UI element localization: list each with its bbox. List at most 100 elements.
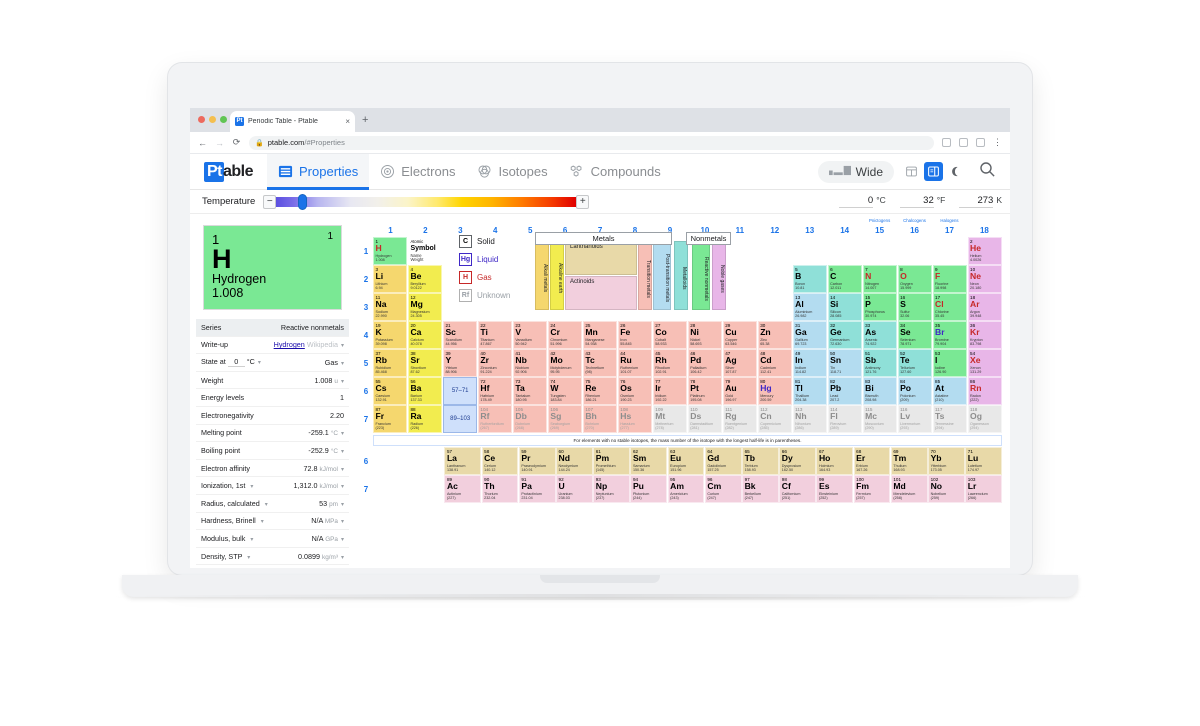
- element-cell-Au[interactable]: 79 Au Gold 196.97: [722, 377, 758, 405]
- element-cell-Cl[interactable]: 17 Cl Chlorine 35.45: [932, 293, 968, 321]
- element-cell-Pt[interactable]: 78 Pt Platinum 195.08: [687, 377, 723, 405]
- temperature-slider-thumb[interactable]: [298, 193, 308, 210]
- element-cell-Rg[interactable]: 111 Rg Roentgenium (282): [722, 405, 758, 433]
- tab-electrons[interactable]: Electrons: [369, 154, 466, 190]
- period-number-7[interactable]: 7: [363, 414, 369, 424]
- group-number-12[interactable]: 12: [770, 226, 780, 235]
- element-cell-Cf[interactable]: 98 Cf Californium (251): [779, 475, 816, 503]
- element-cell-Ge[interactable]: 32 Ge Germanium 72.630: [827, 321, 863, 349]
- element-cell-P[interactable]: 15 P Phosphorus 30.974: [862, 293, 898, 321]
- element-cell-Og[interactable]: 118 Og Oganesson (294): [967, 405, 1002, 433]
- element-cell-Pb[interactable]: 82 Pb Lead 207.2: [827, 377, 863, 405]
- element-cell-Ar[interactable]: 18 Ar Argon 39.948: [967, 293, 1002, 321]
- element-cell-Po[interactable]: 84 Po Polonium (209): [897, 377, 933, 405]
- period-number-4[interactable]: 4: [363, 330, 369, 340]
- element-cell-Sn[interactable]: 50 Sn Tin 118.71: [827, 349, 863, 377]
- element-cell-Cm[interactable]: 96 Cm Curium (247): [704, 475, 742, 503]
- element-cell-Rb[interactable]: 37 Rb Rubidium 85.468: [373, 349, 408, 377]
- element-cell-B[interactable]: 5 B Boron 10.81: [792, 265, 828, 293]
- element-cell-Lr[interactable]: 103 Lr Lawrencium (266): [965, 475, 1002, 503]
- group-number-18[interactable]: 18: [979, 226, 989, 235]
- element-cell-Ts[interactable]: 117 Ts Tennessine (294): [932, 405, 968, 433]
- element-cell-Cu[interactable]: 29 Cu Copper 63.546: [722, 321, 758, 349]
- element-cell-Mg[interactable]: 12 Mg Magnesium 24.305: [407, 293, 443, 321]
- element-cell-Db[interactable]: 105 Db Dubnium (268): [512, 405, 548, 433]
- cards-view-icon[interactable]: [902, 162, 921, 181]
- element-cell-Cn[interactable]: 112 Cn Copernicium (285): [757, 405, 793, 433]
- period-number-5[interactable]: 5: [363, 358, 369, 368]
- group-number-3[interactable]: 3: [458, 226, 463, 235]
- element-cell-Hg[interactable]: 80 Hg Mercury 200.59: [757, 377, 793, 405]
- element-cell-Ru[interactable]: 44 Ru Ruthenium 101.07: [617, 349, 653, 377]
- property-row[interactable]: Electronegativity 2.20: [196, 407, 349, 425]
- period-number-inner[interactable]: 7: [363, 484, 369, 494]
- legend-alkali-metals[interactable]: Alkali metals: [535, 241, 549, 310]
- element-cell-Fl[interactable]: 114 Fl Flerovium (289): [827, 405, 863, 433]
- element-cell-Mt[interactable]: 109 Mt Meitnerium (278): [652, 405, 688, 433]
- group-number-15[interactable]: 15: [875, 226, 885, 235]
- element-cell-Mo[interactable]: 42 Mo Molybdenum 95.95: [547, 349, 583, 377]
- element-cell-Pm[interactable]: 61 Pm Promethium (145): [593, 447, 630, 475]
- element-cell-Dy[interactable]: 66 Dy Dysprosium 162.50: [779, 447, 816, 475]
- element-cell-I[interactable]: 53 I Iodine 126.90: [932, 349, 968, 377]
- browser-tab[interactable]: Pt Periodic Table - Ptable ×: [230, 111, 355, 132]
- group-number-1[interactable]: 1: [388, 226, 393, 235]
- property-row[interactable]: Melting point -259.1 °C ▾: [196, 425, 349, 443]
- element-cell-Cd[interactable]: 48 Cd Cadmium 112.41: [757, 349, 793, 377]
- property-row[interactable]: Hardness, Brinell ▾ N/A MPa ▾: [196, 513, 349, 531]
- element-cell-Kr[interactable]: 36 Kr Krypton 83.798: [967, 321, 1002, 349]
- property-row[interactable]: Write-up Hydrogen Wikipedia ▾: [196, 337, 349, 355]
- element-cell-U[interactable]: 92 U Uranium 238.03: [556, 475, 593, 503]
- bookmark-star-icon[interactable]: [976, 138, 985, 147]
- element-cell-Ti[interactable]: 22 Ti Titanium 47.867: [477, 321, 513, 349]
- element-cell-Th[interactable]: 90 Th Thorium 232.04: [481, 475, 519, 503]
- element-cell-Pa[interactable]: 91 Pa Protactinium 231.04: [518, 475, 556, 503]
- element-cell-Ce[interactable]: 58 Ce Cerium 140.12: [481, 447, 519, 475]
- group-number-7[interactable]: 7: [597, 226, 603, 235]
- element-cell-K[interactable]: 19 K Potassium 39.098: [373, 321, 408, 349]
- element-cell-Co[interactable]: 27 Co Cobalt 58.933: [652, 321, 688, 349]
- element-cell-Ca[interactable]: 20 Ca Calcium 40.078: [407, 321, 443, 349]
- element-cell-Hs[interactable]: 108 Hs Hassium (277): [617, 405, 653, 433]
- period-number-1[interactable]: 1: [363, 246, 369, 256]
- element-cell-Be[interactable]: 4 Be Beryllium 9.0122: [407, 265, 443, 293]
- element-cell-In[interactable]: 49 In Indium 114.82: [792, 349, 828, 377]
- period-number-2[interactable]: 2: [363, 274, 369, 284]
- legend-actinoids[interactable]: Actinoids: [565, 276, 637, 310]
- element-cell-Nd[interactable]: 60 Nd Neodymium 144.24: [556, 447, 593, 475]
- maximize-window-dot[interactable]: [220, 116, 227, 123]
- element-cell-Tl[interactable]: 81 Tl Thallium 204.38: [792, 377, 828, 405]
- legend-noble-gases[interactable]: Noble gases: [712, 241, 726, 310]
- group-number-16[interactable]: 16: [910, 226, 919, 235]
- element-cell-Si[interactable]: 14 Si Silicon 28.085: [827, 293, 863, 321]
- element-cell-Sm[interactable]: 62 Sm Samarium 150.36: [630, 447, 668, 475]
- selected-element-card[interactable]: 1 1 H Hydrogen 1.008: [203, 225, 342, 310]
- element-cell-Mc[interactable]: 115 Mc Moscovium (290): [862, 405, 898, 433]
- element-cell-Es[interactable]: 99 Es Einsteinium (252): [816, 475, 854, 503]
- legend-metalloids[interactable]: Metalloids: [674, 241, 688, 310]
- period-number-6[interactable]: 6: [363, 386, 369, 396]
- element-cell-Re[interactable]: 75 Re Rhenium 186.21: [582, 377, 618, 405]
- element-cell-Fe[interactable]: 26 Fe Iron 55.845: [617, 321, 653, 349]
- element-cell-Rh[interactable]: 45 Rh Rhodium 102.91: [652, 349, 688, 377]
- celsius-input[interactable]: 0: [839, 195, 874, 208]
- element-cell-Y[interactable]: 39 Y Yttrium 88.906: [442, 349, 478, 377]
- element-cell-Gd[interactable]: 64 Gd Gadolinium 157.25: [704, 447, 742, 475]
- legend-reactive-nonmetals[interactable]: Reactive nonmetals: [692, 241, 710, 310]
- browser-menu-icon[interactable]: ⋮: [993, 137, 1002, 147]
- element-cell-Sr[interactable]: 38 Sr Strontium 87.62: [407, 349, 443, 377]
- element-cell-Lu[interactable]: 71 Lu Lutetium 174.97: [965, 447, 1002, 475]
- search-icon[interactable]: [979, 161, 996, 183]
- element-cell-F[interactable]: 9 F Fluorine 18.998: [932, 265, 968, 293]
- series-range-lanthanides[interactable]: 57–71: [442, 377, 478, 405]
- element-cell-Al[interactable]: 13 Al Aluminium 26.982: [792, 293, 828, 321]
- element-cell-Ac[interactable]: 89 Ac Actinium (227): [444, 475, 482, 503]
- element-cell-Am[interactable]: 95 Am Americium (243): [667, 475, 705, 503]
- period-number-3[interactable]: 3: [363, 302, 369, 312]
- group-number-14[interactable]: 14: [840, 226, 850, 235]
- element-cell-Ni[interactable]: 28 Ni Nickel 58.693: [687, 321, 723, 349]
- element-cell-Md[interactable]: 101 Md Mendelevium (258): [890, 475, 928, 503]
- element-cell-Bh[interactable]: 107 Bh Bohrium (270): [582, 405, 618, 433]
- period-number-inner[interactable]: 6: [363, 456, 369, 466]
- panel-view-icon[interactable]: [924, 162, 943, 181]
